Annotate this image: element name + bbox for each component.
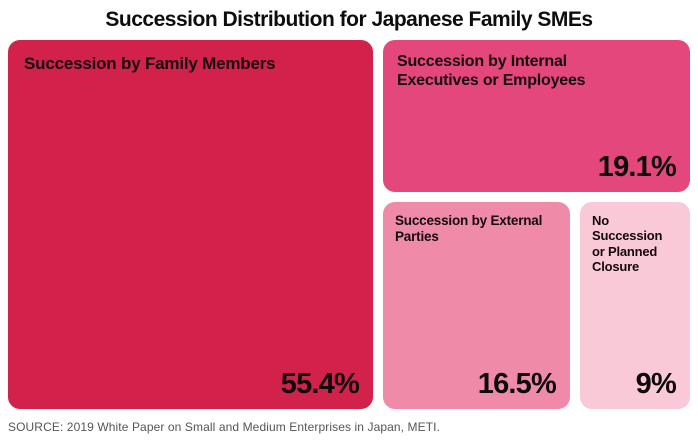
segment-value: 16.5% bbox=[477, 368, 557, 400]
treemap-segment-external-parties: Succession by External Parties 16.5% bbox=[383, 202, 570, 409]
chart-title: Succession Distribution for Japanese Fam… bbox=[105, 8, 593, 31]
segment-value: 19.1% bbox=[597, 151, 677, 183]
source-note: SOURCE: 2019 White Paper on Small and Me… bbox=[8, 420, 441, 434]
segment-value: 55.4% bbox=[280, 368, 360, 400]
segment-label: No Succession or Planned Closure bbox=[592, 213, 663, 274]
segment-label: Succession by Internal Executives or Emp… bbox=[397, 53, 586, 89]
segment-label: Succession by Family Members bbox=[24, 54, 276, 73]
treemap-segment-internal-executives: Succession by Internal Executives or Emp… bbox=[383, 40, 690, 192]
segment-value: 9% bbox=[635, 368, 677, 400]
treemap-segment-no-succession: No Succession or Planned Closure 9% bbox=[580, 202, 690, 409]
treemap-segment-family-members: Succession by Family Members 55.4% bbox=[8, 40, 373, 409]
segment-label: Succession by External Parties bbox=[395, 213, 543, 244]
